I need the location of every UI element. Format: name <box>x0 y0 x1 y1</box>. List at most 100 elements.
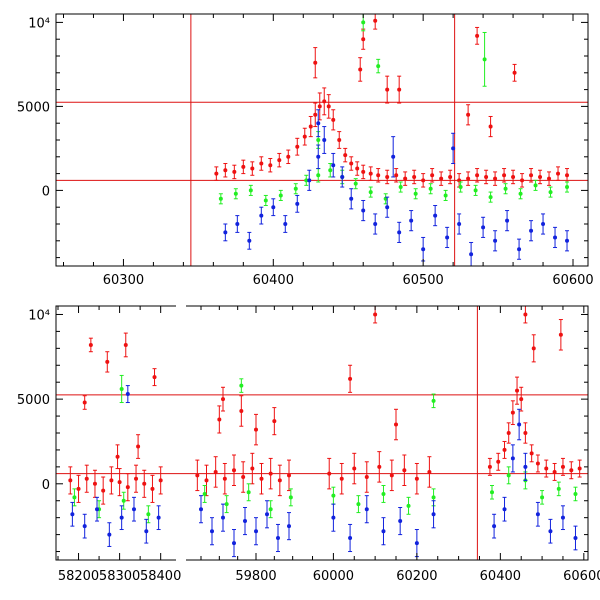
data-point-red <box>368 171 373 176</box>
data-point-red <box>560 464 565 469</box>
data-point-red <box>402 468 407 473</box>
data-point-blue <box>348 535 353 540</box>
data-point-blue <box>573 535 578 540</box>
data-point-red <box>84 476 89 481</box>
data-point-green <box>503 186 508 191</box>
data-point-blue <box>517 422 522 427</box>
data-point-green <box>119 386 124 391</box>
data-point-red <box>232 468 236 473</box>
data-point-blue <box>107 532 112 537</box>
series-red <box>214 14 570 188</box>
data-point-red <box>134 476 139 481</box>
data-point-green <box>353 181 358 186</box>
data-point-blue <box>82 524 87 529</box>
data-point-blue <box>283 222 288 226</box>
data-point-red <box>232 169 237 174</box>
data-point-red <box>535 461 540 466</box>
data-point-blue <box>409 218 414 223</box>
data-point-green <box>368 190 373 195</box>
data-point-green <box>458 185 463 190</box>
series-blue <box>199 495 291 558</box>
data-point-blue <box>361 208 366 213</box>
data-point-red <box>136 444 141 449</box>
data-point-red <box>223 168 228 173</box>
data-point-red <box>259 161 264 166</box>
data-point-green <box>239 383 244 388</box>
data-point-red <box>397 87 402 92</box>
data-point-red <box>394 422 398 427</box>
data-point-green <box>488 195 493 200</box>
data-point-blue <box>385 205 390 210</box>
data-point-red <box>506 431 511 435</box>
data-point-green <box>406 503 411 508</box>
data-point-red <box>105 359 110 364</box>
data-point-red <box>377 464 382 469</box>
data-point-red <box>394 173 399 178</box>
data-point-red <box>403 176 408 181</box>
data-point-blue <box>510 456 515 461</box>
data-point-red <box>308 124 313 129</box>
data-point-red <box>355 166 360 171</box>
series-green <box>331 393 578 515</box>
data-point-red <box>241 164 246 169</box>
series-green <box>202 378 293 519</box>
data-point-red <box>520 178 525 183</box>
data-point-red <box>496 459 501 464</box>
data-point-green <box>278 193 283 198</box>
data-point-red <box>250 166 255 171</box>
data-point-blue <box>541 222 546 226</box>
data-point-blue <box>331 163 336 168</box>
data-point-red <box>529 173 534 178</box>
data-point-green <box>381 491 386 496</box>
data-point-blue <box>259 213 264 218</box>
data-point-red <box>373 312 378 317</box>
data-point-green <box>328 168 333 173</box>
data-point-green <box>218 196 223 201</box>
data-point-red <box>331 117 336 122</box>
data-point-blue <box>322 138 327 142</box>
data-point-red <box>502 447 507 452</box>
data-point-red <box>101 488 106 493</box>
data-point-red <box>556 171 561 176</box>
data-point-blue <box>373 222 378 226</box>
data-point-blue <box>560 515 565 520</box>
data-point-red <box>68 478 73 483</box>
data-point-blue <box>287 524 291 529</box>
data-point-blue <box>502 507 507 512</box>
data-point-blue <box>247 238 252 243</box>
data-point-blue <box>481 225 486 230</box>
data-point-red <box>348 376 353 381</box>
data-point-green <box>506 473 511 478</box>
data-point-red <box>385 87 390 92</box>
data-point-red <box>241 475 246 480</box>
data-point-green <box>263 198 268 203</box>
data-point-green <box>398 185 403 190</box>
data-point-green <box>548 190 553 195</box>
data-point-blue <box>451 146 456 151</box>
data-point-green <box>268 507 273 512</box>
data-point-green <box>331 493 336 498</box>
data-point-green <box>316 173 321 178</box>
data-point-red <box>488 124 493 129</box>
data-point-red <box>385 174 390 179</box>
data-point-blue <box>223 230 228 235</box>
data-point-red <box>117 480 122 485</box>
data-point-blue <box>316 154 321 159</box>
data-point-green <box>540 495 545 500</box>
bottom-panel: 0 5000 10⁴ 58200 58300 58400 59800 60000 60200 60… <box>17 304 600 584</box>
data-point-red <box>82 400 87 405</box>
data-point-red <box>510 410 515 415</box>
x-tick-label: 58300 <box>99 569 140 584</box>
x-tick-label: 58200 <box>58 569 99 584</box>
y-tick-label: 0 <box>42 184 50 199</box>
data-point-blue <box>95 507 100 512</box>
data-point-red <box>552 469 557 474</box>
data-point-blue <box>340 174 345 179</box>
data-point-red <box>373 18 378 23</box>
x-tick-label: 60200 <box>396 569 437 584</box>
data-point-blue <box>445 235 450 240</box>
data-point-red <box>142 481 147 486</box>
data-point-blue <box>535 512 540 517</box>
data-point-red <box>389 473 394 478</box>
data-point-red <box>565 173 570 178</box>
